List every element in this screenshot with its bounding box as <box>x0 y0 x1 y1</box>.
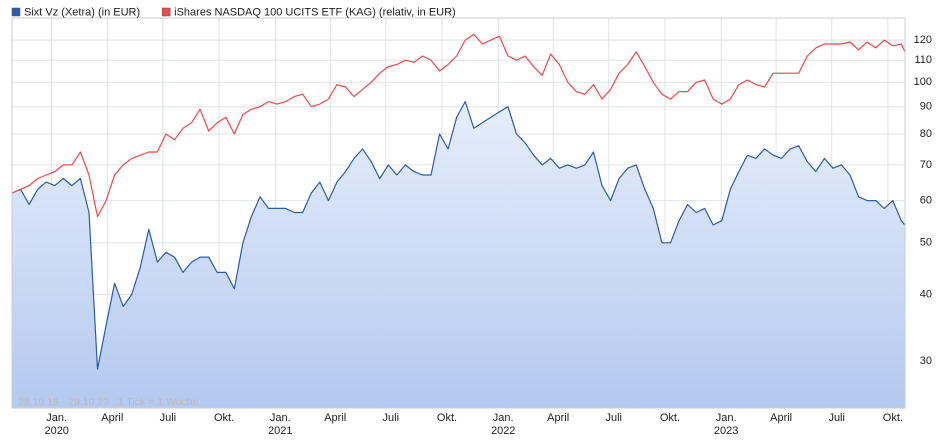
line <box>11 101 906 370</box>
x-tick-year: 2020 <box>44 425 68 437</box>
x-tick-label: Okt. <box>214 412 234 424</box>
x-tick-label: Okt. <box>660 412 680 424</box>
x-tick-label: Juli <box>606 412 623 424</box>
x-tick-label: Juli <box>828 412 845 424</box>
y-tick-label: 50 <box>920 237 932 249</box>
x-tick-label: Okt. <box>437 412 457 424</box>
footnote: 28.10.19 - 29.10.23 1 Tick = 1 Woche <box>18 396 199 408</box>
line <box>11 33 906 218</box>
x-tick-label: April <box>547 412 569 424</box>
x-tick-year: 2022 <box>491 425 515 437</box>
y-tick-label: 120 <box>914 34 932 46</box>
area <box>12 101 905 408</box>
x-tick-label: Jan. <box>46 412 67 424</box>
legend-label: Sixt Vz (Xetra) (in EUR) <box>24 6 140 18</box>
x-tick-label: April <box>324 412 346 424</box>
y-tick-label: 100 <box>914 76 932 88</box>
x-tick-label: Juli <box>160 412 177 424</box>
x-tick-label: Juli <box>383 412 400 424</box>
y-tick-label: 70 <box>920 159 932 171</box>
x-tick-label: April <box>101 412 123 424</box>
x-tick-year: 2023 <box>714 425 738 437</box>
y-tick-label: 40 <box>920 288 932 300</box>
x-tick-label: April <box>770 412 792 424</box>
legend-label: iShares NASDAQ 100 UCITS ETF (KAG) (rela… <box>174 6 456 18</box>
legend-swatch <box>11 7 21 17</box>
y-tick-label: 60 <box>920 194 932 206</box>
y-tick-label: 30 <box>920 355 932 367</box>
y-tick-label: 90 <box>920 101 932 113</box>
x-tick-label: Jan. <box>270 412 291 424</box>
legend: Sixt Vz (Xetra) (in EUR) iShares NASDAQ 1… <box>11 6 456 18</box>
legend-swatch <box>161 7 171 17</box>
x-tick-label: Jan. <box>493 412 514 424</box>
plot-area <box>11 33 906 408</box>
plot-frame <box>11 17 906 409</box>
x-tick-label: Jan. <box>716 412 737 424</box>
x-tick-label: Okt. <box>883 412 903 424</box>
x-tick-year: 2021 <box>268 425 292 437</box>
y-tick-label: 110 <box>914 54 932 66</box>
y-tick-label: 80 <box>920 128 932 140</box>
